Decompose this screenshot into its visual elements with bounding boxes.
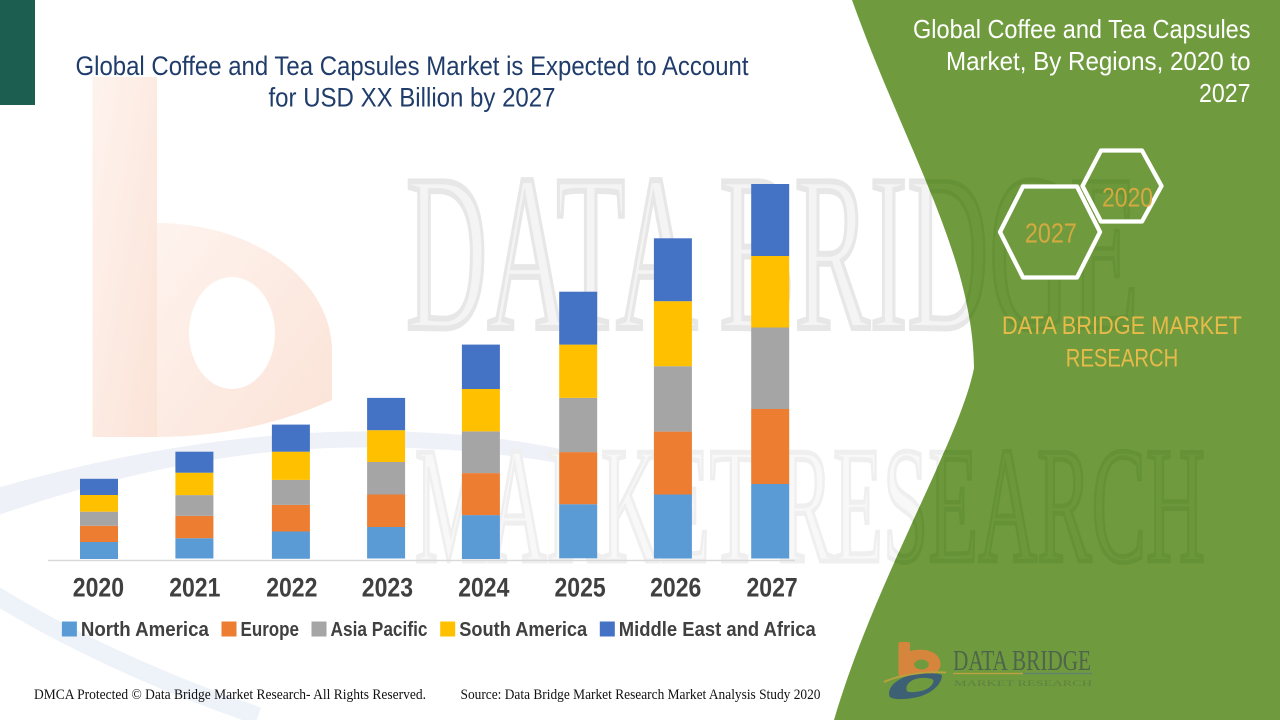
svg-text:Global Coffee and Tea Capsules: Global Coffee and Tea Capsules xyxy=(913,14,1251,44)
svg-text:MARKET RESEARCH: MARKET RESEARCH xyxy=(954,678,1092,688)
svg-text:North America: North America xyxy=(81,618,210,641)
svg-text:Europe: Europe xyxy=(241,618,300,641)
svg-text:Asia Pacific: Asia Pacific xyxy=(331,618,428,641)
svg-text:DATA BRIDGE: DATA BRIDGE xyxy=(953,646,1091,677)
svg-text:Source: Data Bridge Market Res: Source: Data Bridge Market Research Mark… xyxy=(461,687,821,703)
svg-text:2026: 2026 xyxy=(650,573,701,603)
svg-text:RESEARCH: RESEARCH xyxy=(1066,344,1179,372)
svg-text:DATA BRIDGE MARKET: DATA BRIDGE MARKET xyxy=(1002,312,1242,340)
svg-text:2021: 2021 xyxy=(169,573,220,603)
svg-text:2025: 2025 xyxy=(555,573,606,603)
svg-text:2020: 2020 xyxy=(1102,182,1153,212)
svg-text:2024: 2024 xyxy=(458,573,509,603)
svg-text:DMCA Protected © Data Bridge M: DMCA Protected © Data Bridge Market Rese… xyxy=(34,687,426,703)
svg-text:for USD XX Billion by 2027: for USD XX Billion by 2027 xyxy=(269,83,556,113)
svg-text:Middle East and Africa: Middle East and Africa xyxy=(619,618,817,641)
svg-text:2022: 2022 xyxy=(266,573,317,603)
svg-text:2027: 2027 xyxy=(1199,78,1251,108)
svg-text:South America: South America xyxy=(459,618,588,641)
svg-text:2027: 2027 xyxy=(747,573,798,603)
svg-text:2027: 2027 xyxy=(1025,217,1077,248)
svg-text:2023: 2023 xyxy=(362,573,413,603)
svg-text:2020: 2020 xyxy=(73,573,124,603)
svg-text:Global Coffee and Tea Capsules: Global Coffee and Tea Capsules Market is… xyxy=(76,51,749,81)
svg-text:Market, By Regions, 2020 to: Market, By Regions, 2020 to xyxy=(946,46,1251,76)
